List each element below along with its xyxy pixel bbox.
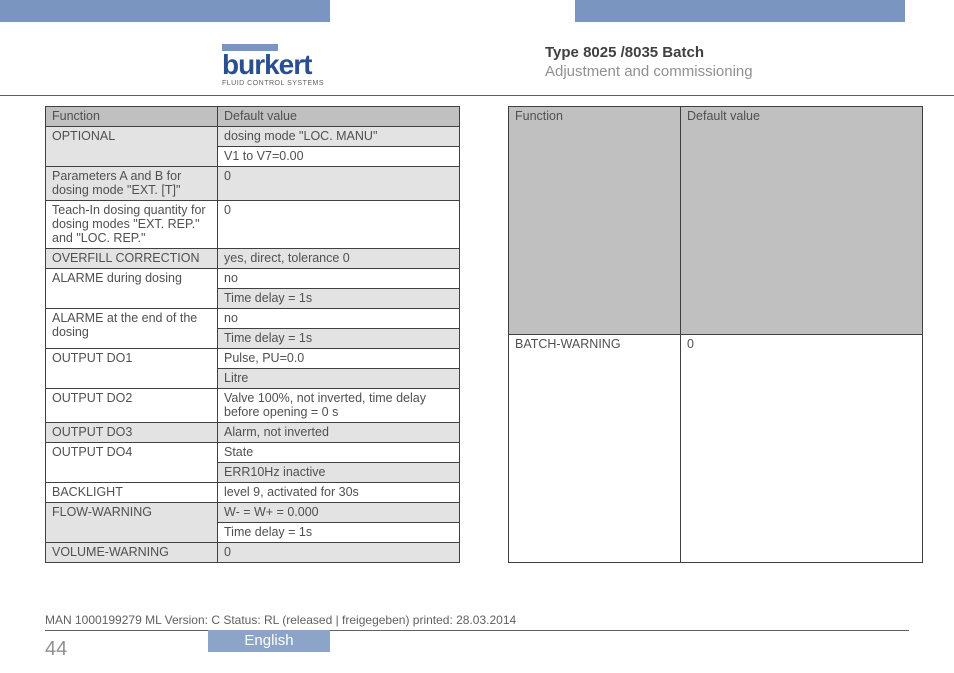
col-header-default: Default value: [218, 107, 460, 127]
cell-default: no: [218, 309, 460, 329]
table-row: ALARME during dosingno: [46, 269, 460, 289]
cell-default: 0: [218, 167, 460, 201]
cell-function: OUTPUT DO4: [46, 443, 218, 483]
table-row: OUTPUT DO1Pulse, PU=0.0: [46, 349, 460, 369]
cell-function: OPTIONAL: [46, 127, 218, 167]
cell-function: OVERFILL CORRECTION: [46, 249, 218, 269]
cell-default: V1 to V7=0.00: [218, 147, 460, 167]
cell-default: level 9, activated for 30s: [218, 483, 460, 503]
page-heading: Type 8025 /8035 Batch Adjustment and com…: [545, 44, 753, 80]
cell-default: Alarm, not inverted: [218, 423, 460, 443]
table-row: Teach-In dosing quantity for dosing mode…: [46, 201, 460, 249]
cell-function: Parameters A and B for dosing mode "EXT.…: [46, 167, 218, 201]
col-header-function: Function: [509, 107, 681, 335]
heading-subtitle: Adjustment and commissioning: [545, 63, 753, 80]
cell-default: Time delay = 1s: [218, 289, 460, 309]
cell-function: OUTPUT DO2: [46, 389, 218, 423]
cell-function: VOLUME-WARNING: [46, 543, 218, 563]
logo-text: burkert: [222, 51, 342, 79]
header-divider: [0, 95, 954, 96]
cell-function: BATCH-WARNING: [509, 335, 681, 563]
cell-function: ALARME at the end of the dosing: [46, 309, 218, 349]
cell-function: Teach-In dosing quantity for dosing mode…: [46, 201, 218, 249]
heading-title: Type 8025 /8035 Batch: [545, 44, 753, 61]
defaults-table-left: Function Default value OPTIONALdosing mo…: [45, 106, 460, 563]
cell-default: Litre: [218, 369, 460, 389]
logo-subtext: FLUID CONTROL SYSTEMS: [222, 80, 342, 87]
col-header-default: Default value: [681, 107, 923, 335]
cell-default: Time delay = 1s: [218, 329, 460, 349]
page-number: 44: [45, 638, 67, 661]
table-row: OUTPUT DO3Alarm, not inverted: [46, 423, 460, 443]
cell-default: W- = W+ = 0.000: [218, 503, 460, 523]
cell-default: Pulse, PU=0.0: [218, 349, 460, 369]
table-row: OVERFILL CORRECTIONyes, direct, toleranc…: [46, 249, 460, 269]
cell-function: OUTPUT DO1: [46, 349, 218, 389]
language-indicator: English: [208, 630, 330, 652]
table-row: VOLUME-WARNING0: [46, 543, 460, 563]
cell-default: State: [218, 443, 460, 463]
table-header-row: Function Default value: [509, 107, 923, 335]
cell-default: Valve 100%, not inverted, time delay bef…: [218, 389, 460, 423]
col-header-function: Function: [46, 107, 218, 127]
table-row: OUTPUT DO4State: [46, 443, 460, 463]
cell-default: ERR10Hz inactive: [218, 463, 460, 483]
table-row: BATCH-WARNING0: [509, 335, 923, 563]
defaults-table-right: Function Default value BATCH-WARNING0: [508, 106, 923, 563]
table-row: FLOW-WARNINGW- = W+ = 0.000: [46, 503, 460, 523]
cell-default: dosing mode "LOC. MANU": [218, 127, 460, 147]
cell-default: yes, direct, tolerance 0: [218, 249, 460, 269]
table-row: BACKLIGHTlevel 9, activated for 30s: [46, 483, 460, 503]
table-row: OPTIONALdosing mode "LOC. MANU": [46, 127, 460, 147]
cell-default: 0: [681, 335, 923, 563]
logo: burkert FLUID CONTROL SYSTEMS: [222, 44, 342, 87]
header-accent-right: [575, 0, 905, 22]
table-row: Parameters A and B for dosing mode "EXT.…: [46, 167, 460, 201]
cell-function: BACKLIGHT: [46, 483, 218, 503]
table-header-row: Function Default value: [46, 107, 460, 127]
cell-function: OUTPUT DO3: [46, 423, 218, 443]
cell-default: Time delay = 1s: [218, 523, 460, 543]
cell-default: 0: [218, 543, 460, 563]
header-accent-left: [0, 0, 330, 22]
cell-function: ALARME during dosing: [46, 269, 218, 309]
table-row: OUTPUT DO2Valve 100%, not inverted, time…: [46, 389, 460, 423]
cell-default: no: [218, 269, 460, 289]
footer-divider: [45, 630, 909, 631]
footer-metadata: MAN 1000199279 ML Version: C Status: RL …: [45, 613, 516, 627]
table-row: ALARME at the end of the dosingno: [46, 309, 460, 329]
cell-function: FLOW-WARNING: [46, 503, 218, 543]
cell-default: 0: [218, 201, 460, 249]
